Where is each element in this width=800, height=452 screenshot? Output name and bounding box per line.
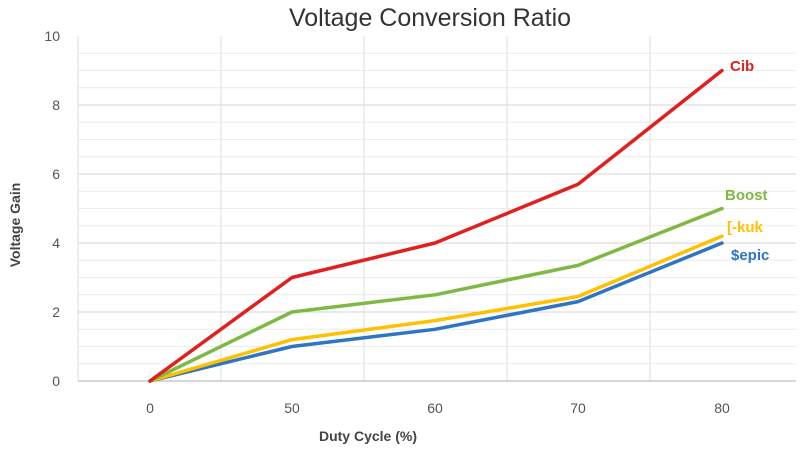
y-axis-label: Voltage Gain xyxy=(7,183,23,268)
series-labels: Cib Boost [-kuk $epic xyxy=(725,58,769,264)
x-tick-label: 50 xyxy=(284,400,300,416)
series-line-sepic xyxy=(148,241,724,383)
x-tick-label: 80 xyxy=(714,400,730,416)
y-tick-label: 4 xyxy=(52,235,60,251)
series-label-cib: Cib xyxy=(730,58,754,75)
series-label-boost: Boost xyxy=(725,187,768,204)
series-label-sepic: $epic xyxy=(731,247,769,264)
series-line-cib xyxy=(148,68,724,383)
gridlines xyxy=(77,36,796,382)
series-label-cuk: [-kuk xyxy=(727,219,763,236)
y-tick-label: 8 xyxy=(52,97,60,113)
x-tick-label: 0 xyxy=(146,400,154,416)
x-tick-label: 60 xyxy=(427,400,443,416)
series-lines xyxy=(148,68,724,383)
series-line-cuk xyxy=(148,234,724,383)
x-axis-label: Duty Cycle (%) xyxy=(319,428,417,444)
y-axis-ticks: 0 2 4 6 8 10 xyxy=(44,28,60,389)
y-tick-label: 6 xyxy=(52,166,60,182)
x-tick-label: 70 xyxy=(570,400,586,416)
series-line-boost xyxy=(148,206,724,383)
y-tick-label: 0 xyxy=(52,373,60,389)
chart-title: Voltage Conversion Ratio xyxy=(289,4,571,32)
y-tick-label: 10 xyxy=(44,28,60,44)
y-tick-label: 2 xyxy=(52,304,60,320)
x-axis-ticks: 0 50 60 70 80 xyxy=(146,400,730,416)
